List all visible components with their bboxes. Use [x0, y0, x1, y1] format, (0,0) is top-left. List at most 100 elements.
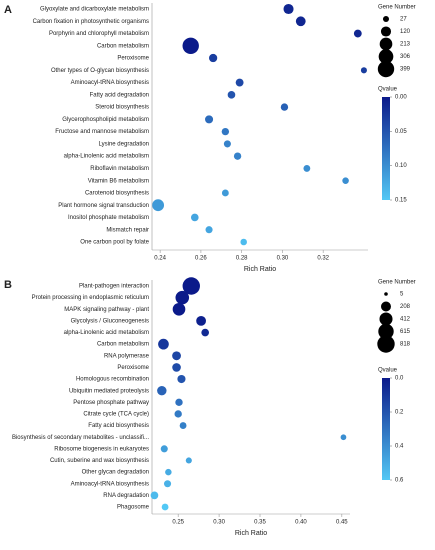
bubble — [283, 3, 294, 15]
bubble — [303, 165, 311, 172]
category-label: RNA degradation — [103, 493, 149, 499]
color-tick-label: 0.6 — [395, 478, 404, 484]
size-legend-mark — [377, 60, 395, 78]
bubble — [182, 277, 200, 295]
bubble — [295, 16, 306, 27]
x-tick-label: 0.35 — [254, 520, 266, 526]
bubble — [190, 213, 199, 222]
size-legend-label: 615 — [400, 329, 411, 335]
size-legend-mark — [381, 301, 391, 312]
bubble — [172, 351, 181, 361]
bubble — [163, 480, 172, 488]
category-label: Peroxisome — [117, 365, 149, 371]
size-legend-title: Gene Number — [378, 280, 416, 286]
bubble — [172, 363, 181, 372]
size-legend-label: 213 — [400, 42, 411, 48]
x-tick-label: 0.24 — [154, 256, 166, 262]
category-label: Citrate cycle (TCA cycle) — [83, 412, 149, 418]
x-axis-label: Rich Ratio — [244, 266, 276, 273]
bubble — [223, 140, 231, 148]
bubble — [240, 238, 247, 246]
x-tick-label: 0.32 — [317, 256, 329, 262]
bubble — [205, 115, 214, 124]
color-bar — [382, 378, 390, 480]
bubble — [161, 503, 169, 511]
color-tick-label: 0.00 — [395, 95, 407, 101]
size-legend-title: Gene Number — [378, 5, 416, 11]
category-label: alpha-Linolenic acid metabolism — [64, 154, 149, 160]
category-label: Ribosome biogenesis in eukaryotes — [54, 446, 149, 452]
category-label: Ubiquitin mediated proteolysis — [69, 388, 149, 394]
size-legend-mark — [377, 335, 395, 353]
size-legend-mark — [378, 323, 394, 340]
color-tick-label: 0.0 — [395, 376, 404, 382]
bubble — [175, 290, 190, 305]
color-tick-label: 0.2 — [395, 410, 404, 416]
bubble — [233, 152, 242, 160]
x-tick-label: 0.26 — [195, 256, 207, 262]
size-legend-label: 412 — [400, 317, 411, 323]
color-tick-label: 0.4 — [395, 444, 404, 450]
category-label: Glyoxylate and dicarboxylate metabolism — [40, 7, 149, 13]
color-tick-label: 0.15 — [395, 198, 407, 204]
bubble — [177, 374, 186, 384]
x-tick-label: 0.28 — [236, 256, 248, 262]
category-label: Fatty acid biosynthesis — [88, 423, 149, 429]
bubble — [201, 328, 210, 337]
bubble — [342, 177, 349, 184]
bubble — [353, 29, 362, 38]
bubble — [209, 53, 218, 63]
size-legend-label: 818 — [400, 342, 411, 348]
bubble — [221, 189, 229, 197]
bubble — [160, 445, 168, 453]
bubble — [174, 410, 182, 418]
color-legend-title: Qvalue — [378, 87, 398, 93]
category-label: Inositol phosphate metabolism — [68, 215, 149, 221]
x-tick-label: 0.30 — [277, 256, 289, 262]
category-label: Biosynthesis of secondary metabolites - … — [12, 435, 149, 441]
panel-label: B — [4, 279, 12, 291]
bubble — [179, 422, 187, 429]
bubble — [185, 457, 192, 464]
category-label: Mismatch repair — [106, 227, 149, 233]
bubble — [221, 127, 230, 136]
bubble — [280, 103, 289, 111]
bubble — [165, 468, 172, 476]
size-legend-label: 208 — [400, 304, 411, 310]
x-tick-label: 0.45 — [336, 520, 348, 526]
category-label: Glycerophospholipid metabolism — [62, 117, 149, 123]
bubble — [175, 398, 183, 407]
category-label: Fatty acid degradation — [90, 92, 149, 98]
bubble — [172, 302, 186, 316]
bubble — [182, 37, 199, 54]
color-tick-label: 0.05 — [395, 129, 407, 135]
x-axis-label: Rich Ratio — [235, 530, 267, 537]
size-legend-mark — [379, 312, 393, 326]
category-label: Pentose phosphate pathway — [73, 400, 149, 406]
bubble — [227, 91, 236, 99]
color-legend-title: Qvalue — [378, 368, 398, 374]
category-label: MAPK signaling pathway - plant — [64, 307, 149, 313]
x-tick-label: 0.30 — [213, 520, 225, 526]
category-label: Plant hormone signal transduction — [58, 203, 149, 209]
category-label: Carbon fixation in photosynthetic organi… — [33, 19, 149, 25]
color-tick-label: 0.10 — [395, 163, 407, 169]
category-label: Aminoacyl-tRNA biosynthesis — [71, 481, 149, 487]
category-label: Fructose and mannose metabolism — [55, 129, 149, 135]
category-label: Cutin, suberine and wax biosynthesis — [50, 458, 149, 464]
size-legend-label: 306 — [400, 54, 411, 60]
category-label: Glycolysis / Gluconeogenesis — [71, 318, 149, 324]
category-label: One carbon pool by folate — [80, 240, 149, 246]
category-label: alpha-Linolenic acid metabolism — [64, 330, 149, 336]
size-legend-mark — [378, 49, 394, 64]
category-label: Lysine degradation — [99, 141, 149, 147]
color-bar — [382, 97, 390, 200]
category-label: Peroxisome — [117, 56, 149, 62]
size-legend-mark — [379, 37, 393, 51]
bubble — [235, 78, 244, 87]
bubble — [205, 226, 213, 234]
category-label: Other glycan degradation — [82, 470, 149, 476]
category-label: Plant-pathogen interaction — [79, 284, 149, 290]
category-label: Vitamin B6 metabolism — [88, 178, 149, 184]
